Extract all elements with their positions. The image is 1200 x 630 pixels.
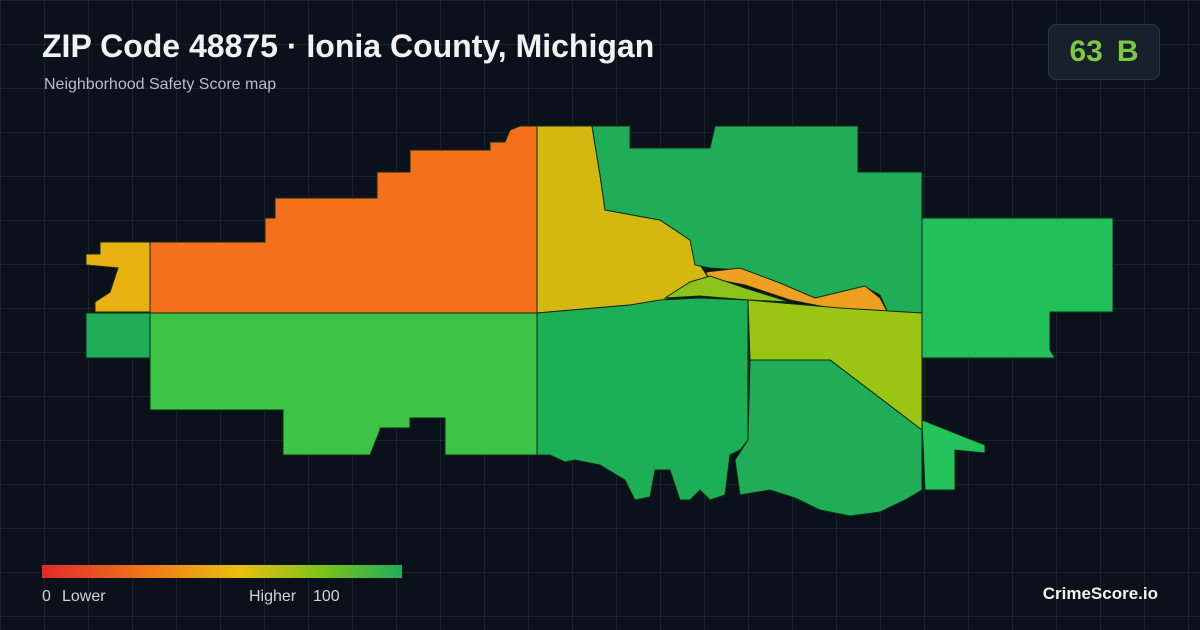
brand: CrimeScore.io: [1042, 584, 1158, 603]
legend-min: 0: [42, 588, 51, 605]
region: [921, 217, 1114, 359]
title: ZIP Code 48875 · Ionia County, Michigan: [42, 28, 655, 64]
grade: B: [1116, 35, 1139, 68]
legend-low-label: Lower: [62, 588, 106, 605]
region: [85, 241, 151, 313]
score: 63: [1069, 35, 1103, 68]
region: [734, 359, 923, 517]
subtitle: Neighborhood Safety Score map: [44, 76, 277, 93]
region: [536, 297, 749, 501]
region: [85, 312, 151, 359]
region: [705, 267, 889, 314]
score-badge: 63 B: [1048, 24, 1160, 80]
region: [149, 125, 538, 314]
legend-max: 100: [313, 588, 340, 605]
region: [663, 275, 791, 303]
region: [921, 419, 986, 491]
region: [149, 312, 538, 456]
legend-high-label: Higher: [249, 588, 297, 605]
legend-bar: [42, 565, 402, 578]
